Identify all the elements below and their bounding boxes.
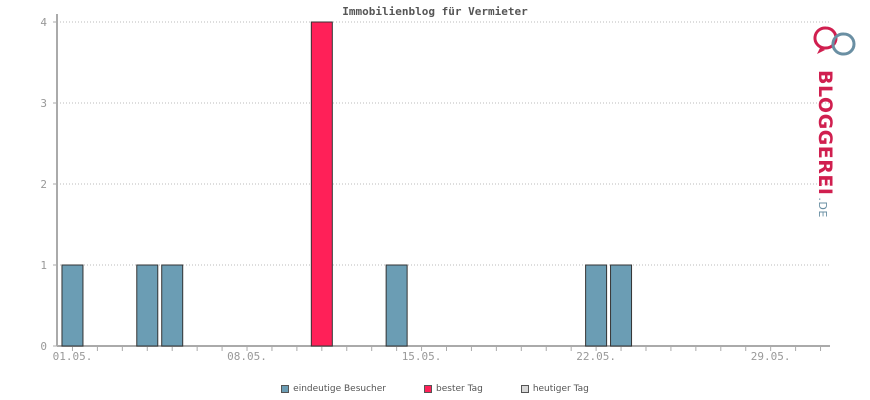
bar [310,21,333,347]
speech-bubble-icon [813,26,856,56]
legend-swatch [424,385,432,393]
x-tick-label: 22.05. [576,350,616,363]
legend-swatch [520,385,529,393]
bar [61,264,84,347]
bloggerei-logo[interactable] [812,18,866,218]
y-tick-label: 0 [40,340,47,353]
y-tick-labels: 0 1 2 3 4 [40,16,47,353]
legend-item-eindeutige-besucher: eindeutige Besucher [281,384,386,394]
y-tick-label: 4 [40,16,47,29]
legend-swatch [281,385,290,393]
bars [61,21,633,347]
legend-label: bester Tag [436,384,483,394]
axes [56,14,830,351]
legend-item-heutiger-tag: heutiger Tag [520,384,589,394]
y-tick-label: 1 [40,259,47,272]
bar [161,264,184,347]
legend: eindeutige Besucher bester Tag heutiger … [0,384,870,394]
x-tick-label: 15.05. [402,350,442,363]
y-tick-label: 2 [40,178,47,191]
logo-name: BLOGGEREI [814,70,836,196]
legend-label: heutiger Tag [532,384,589,394]
y-tick-label: 3 [40,97,47,110]
x-tick-label: 01.05. [53,350,93,363]
chart-title: Immobilienblog für Vermieter [342,5,528,18]
bar [585,264,608,347]
x-tick-labels: 01.05. 08.05. 15.05. 22.05. 29.05. [53,350,791,363]
logo-text: BLOGGEREI.DE [814,70,836,218]
bar [136,264,159,347]
x-tick-label: 29.05. [751,350,791,363]
legend-item-bester-tag: bester Tag [424,384,483,394]
logo-domain: .DE [816,197,829,218]
legend-label: eindeutige Besucher [293,384,386,394]
x-tick-label: 08.05. [227,350,267,363]
bar [610,264,633,347]
bar [385,264,408,347]
